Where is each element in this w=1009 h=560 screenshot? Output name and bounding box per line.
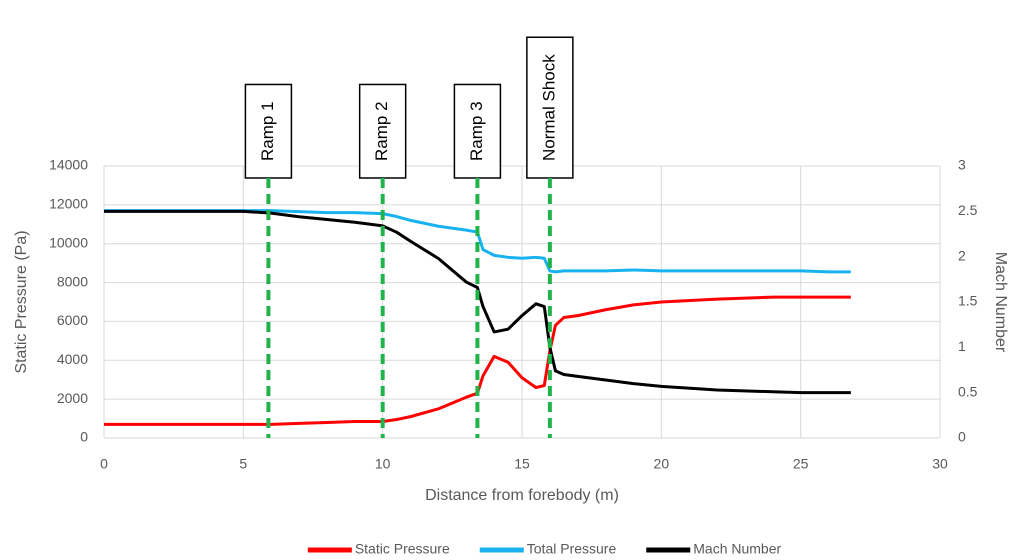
x-tick-label: 20 xyxy=(654,456,670,472)
legend-label: Mach Number xyxy=(693,541,781,557)
x-tick-label: 30 xyxy=(932,456,948,472)
y2-tick-label: 1.5 xyxy=(958,293,978,309)
x-tick-label: 0 xyxy=(100,456,108,472)
annotation: Ramp 2 xyxy=(358,83,407,179)
y2-tick-label: 0.5 xyxy=(958,383,978,399)
series-line xyxy=(104,209,851,274)
y2-tick-label: 2.5 xyxy=(958,202,978,218)
y2-axis-label: Mach Number xyxy=(992,252,1009,353)
annotation-label: Ramp 3 xyxy=(467,101,486,161)
y-axis-label: Static Pressure (Pa) xyxy=(13,230,30,373)
annotation-label: Ramp 2 xyxy=(372,101,391,161)
y-tick-label: 14000 xyxy=(49,157,88,173)
y2-tick-label: 2 xyxy=(958,247,966,263)
annotation: Ramp 1 xyxy=(244,83,293,179)
annotation: Ramp 3 xyxy=(453,83,502,179)
legend-item: Total Pressure xyxy=(479,541,617,557)
annotation-box xyxy=(453,83,502,179)
annotation-box xyxy=(244,83,293,179)
annotation-box xyxy=(526,36,574,179)
legend-label: Total Pressure xyxy=(527,541,617,557)
legend-item: Mach Number xyxy=(646,541,782,557)
x-tick-label: 15 xyxy=(514,456,530,472)
x-tick-label: 5 xyxy=(239,456,247,472)
annotation-label: Ramp 1 xyxy=(258,101,277,161)
y-tick-label: 4000 xyxy=(57,351,88,367)
y2-tick-label: 0 xyxy=(958,429,966,445)
y-tick-label: 0 xyxy=(80,429,88,445)
x-tick-label: 25 xyxy=(793,456,809,472)
series-line xyxy=(104,295,851,426)
legend-item: Static Pressure xyxy=(307,541,450,557)
x-tick-label: 10 xyxy=(375,456,391,472)
y-tick-label: 10000 xyxy=(49,234,88,250)
y-tick-label: 12000 xyxy=(49,196,88,212)
series-line xyxy=(104,209,851,395)
y-tick-label: 6000 xyxy=(57,312,88,328)
annotation-label: Normal Shock xyxy=(539,54,558,161)
legend-label: Static Pressure xyxy=(355,541,450,557)
y2-tick-label: 3 xyxy=(958,157,966,173)
y2-tick-label: 1 xyxy=(958,338,966,354)
y-tick-label: 2000 xyxy=(57,390,88,406)
x-axis-label: Distance from forebody (m) xyxy=(425,487,619,504)
annotation: Normal Shock xyxy=(526,36,574,179)
y-tick-label: 8000 xyxy=(57,273,88,289)
